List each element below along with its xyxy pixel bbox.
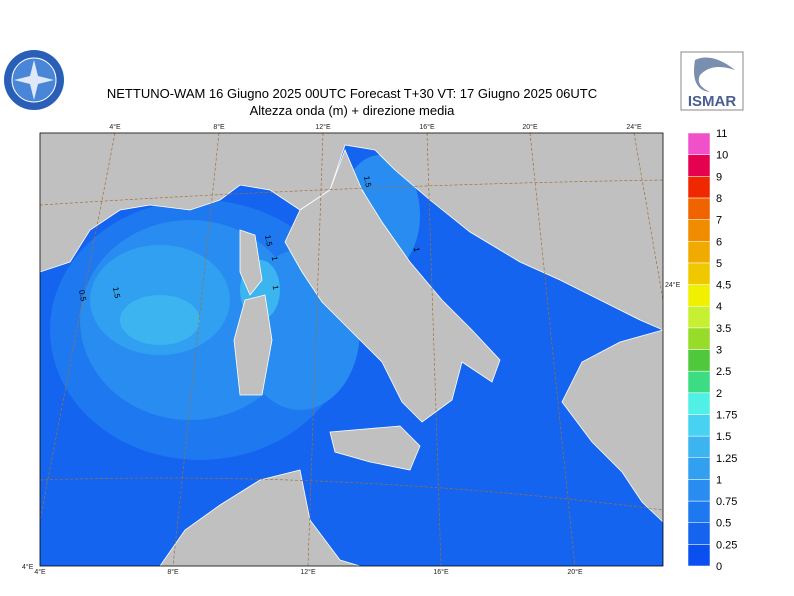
colorbar-box xyxy=(687,241,711,264)
colorbar-box xyxy=(687,262,711,285)
colorbar-box xyxy=(687,522,711,545)
colorbar-box xyxy=(687,370,711,394)
lon-label: 12°E xyxy=(315,123,331,131)
colorbar-box xyxy=(687,197,711,220)
colorbar-box xyxy=(687,154,711,177)
contour-label: 0.5 xyxy=(77,289,88,302)
map xyxy=(40,133,663,566)
colorbar-label: 4.5 xyxy=(716,280,731,292)
colorbar-label: 1.75 xyxy=(716,409,737,421)
lat-label: 24°E xyxy=(665,281,681,289)
colorbar-label: 3 xyxy=(716,345,722,357)
colorbar-label: 2.5 xyxy=(716,366,731,378)
colorbar-label: 0 xyxy=(716,561,722,573)
colorbar-label: 7 xyxy=(716,215,722,227)
colorbar-label: 1.25 xyxy=(716,453,737,465)
colorbar-label: 0.75 xyxy=(716,496,737,508)
colorbar-label: 5 xyxy=(716,258,722,270)
lon-label: 12°E xyxy=(300,568,316,576)
colorbar-box xyxy=(687,414,711,437)
colorbar-box xyxy=(687,435,711,459)
left-logo xyxy=(4,50,64,110)
colorbar-label: 2 xyxy=(716,388,722,400)
lon-label: 16°E xyxy=(419,123,435,131)
contour-label: 1 xyxy=(412,247,422,253)
lon-label: 8°E xyxy=(167,568,179,576)
lon-label: 4°E xyxy=(109,123,121,131)
lon-label: 24°E xyxy=(626,123,642,131)
colorbar-label: 0.5 xyxy=(716,518,731,530)
colorbar-label: 9 xyxy=(716,171,722,183)
colorbar-box xyxy=(687,500,711,523)
colorbar-box xyxy=(687,457,711,480)
colorbar-box xyxy=(687,176,711,199)
contour-label: 1.5 xyxy=(362,175,373,188)
colorbar-box xyxy=(687,219,711,242)
contour-label: 1 xyxy=(271,285,281,291)
lon-label: 16°E xyxy=(433,568,449,576)
corner-label: 4°E xyxy=(22,563,34,571)
colorbar-box xyxy=(687,305,711,329)
colorbar-label: 11 xyxy=(716,128,727,140)
colorbar-label: 10 xyxy=(716,150,728,162)
contour-label: 1.5 xyxy=(111,286,122,299)
colorbar-label: 4 xyxy=(716,301,722,313)
right-logo: ISMAR xyxy=(680,51,744,111)
colorbar-label: 0.25 xyxy=(716,539,737,551)
colorbar-box xyxy=(687,544,711,567)
colorbar-label: 8 xyxy=(716,193,722,205)
logo-text: ISMAR xyxy=(688,93,737,110)
title: NETTUNO-WAM 16 Giugno 2025 00UTC Forecas… xyxy=(107,86,597,101)
colorbar-label: 1 xyxy=(716,474,722,486)
contour-label: 1 xyxy=(270,256,280,262)
colorbar-label: 3.5 xyxy=(716,323,731,335)
lon-label: 4°E xyxy=(34,568,46,576)
colorbar-box xyxy=(687,479,711,502)
colorbar-label: 6 xyxy=(716,236,722,248)
colorbar-box xyxy=(687,392,711,415)
colorbar-box xyxy=(687,284,711,307)
colorbar-label: 1.5 xyxy=(716,431,731,443)
lon-label: 20°E xyxy=(522,123,538,131)
contour-label: 1.5 xyxy=(263,234,274,247)
subtitle: Altezza onda (m) + direzione media xyxy=(250,103,456,118)
colorbar-box xyxy=(687,327,711,350)
colorbar-box xyxy=(687,132,711,155)
colorbar-box xyxy=(687,349,711,372)
lon-label: 8°E xyxy=(213,123,225,131)
map-frame xyxy=(39,132,664,567)
lon-label: 20°E xyxy=(567,568,583,576)
